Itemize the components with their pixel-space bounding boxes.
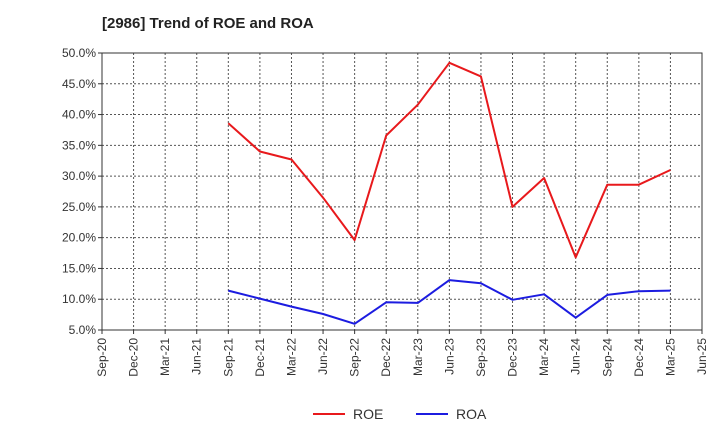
y-tick-label: 20.0% [62,231,96,245]
legend-label-roa: ROA [456,406,487,422]
series-lines [227,61,671,325]
x-tick-label: Sep-22 [348,338,362,377]
x-tick-label: Jun-23 [442,338,456,375]
x-tick-label: Mar-23 [411,338,425,376]
plot-area [102,53,702,330]
x-tick-label: Sep-23 [474,338,488,377]
legend-label-roe: ROE [353,406,383,422]
series-line-roe [227,61,671,259]
x-tick-label: Dec-21 [253,338,267,377]
axes [101,52,703,331]
y-tick-label: 35.0% [62,138,96,152]
x-tick-label: Mar-22 [284,338,298,376]
x-tick-label: Mar-21 [158,338,172,376]
y-tick-label: 25.0% [62,200,96,214]
x-tick-label: Dec-23 [506,338,520,377]
x-tick-label: Dec-24 [632,338,646,377]
legend: ROE ROA [313,406,487,422]
series-line-roa [228,279,671,325]
x-tick-label: Dec-20 [127,338,141,377]
x-tick-label: Jun-24 [569,338,583,375]
chart-title: [2986] Trend of ROE and ROA [102,15,314,32]
x-tick-label: Jun-22 [316,338,330,375]
x-tick-label: Sep-20 [95,338,109,377]
x-tick-label: Dec-22 [379,338,393,377]
y-tick-label: 50.0% [62,46,96,60]
x-tick-label: Jun-21 [190,338,204,375]
x-axis-ticks: Sep-20 Dec-20 Mar-21 Jun-21 Sep-21 Dec-21 Mar-… [95,330,709,377]
x-tick-label: Mar-25 [663,338,677,376]
x-tick-label: Sep-21 [221,338,235,377]
y-tick-label: 30.0% [62,169,96,183]
y-tick-label: 10.0% [62,292,96,306]
plot-frame [101,52,703,331]
y-tick-label: 45.0% [62,77,96,91]
x-tick-label: Sep-24 [600,338,614,377]
y-tick-label: 40.0% [62,108,96,122]
y-tick-label: 15.0% [62,261,96,275]
y-axis-ticks: 5.0% 10.0% 15.0% 20.0% 25.0% 30.0% 35.0% 40.0% 4… [62,46,102,337]
x-tick-label: Jun-25 [695,338,709,375]
y-tick-label: 5.0% [69,323,97,337]
x-tick-label: Mar-24 [537,338,551,376]
